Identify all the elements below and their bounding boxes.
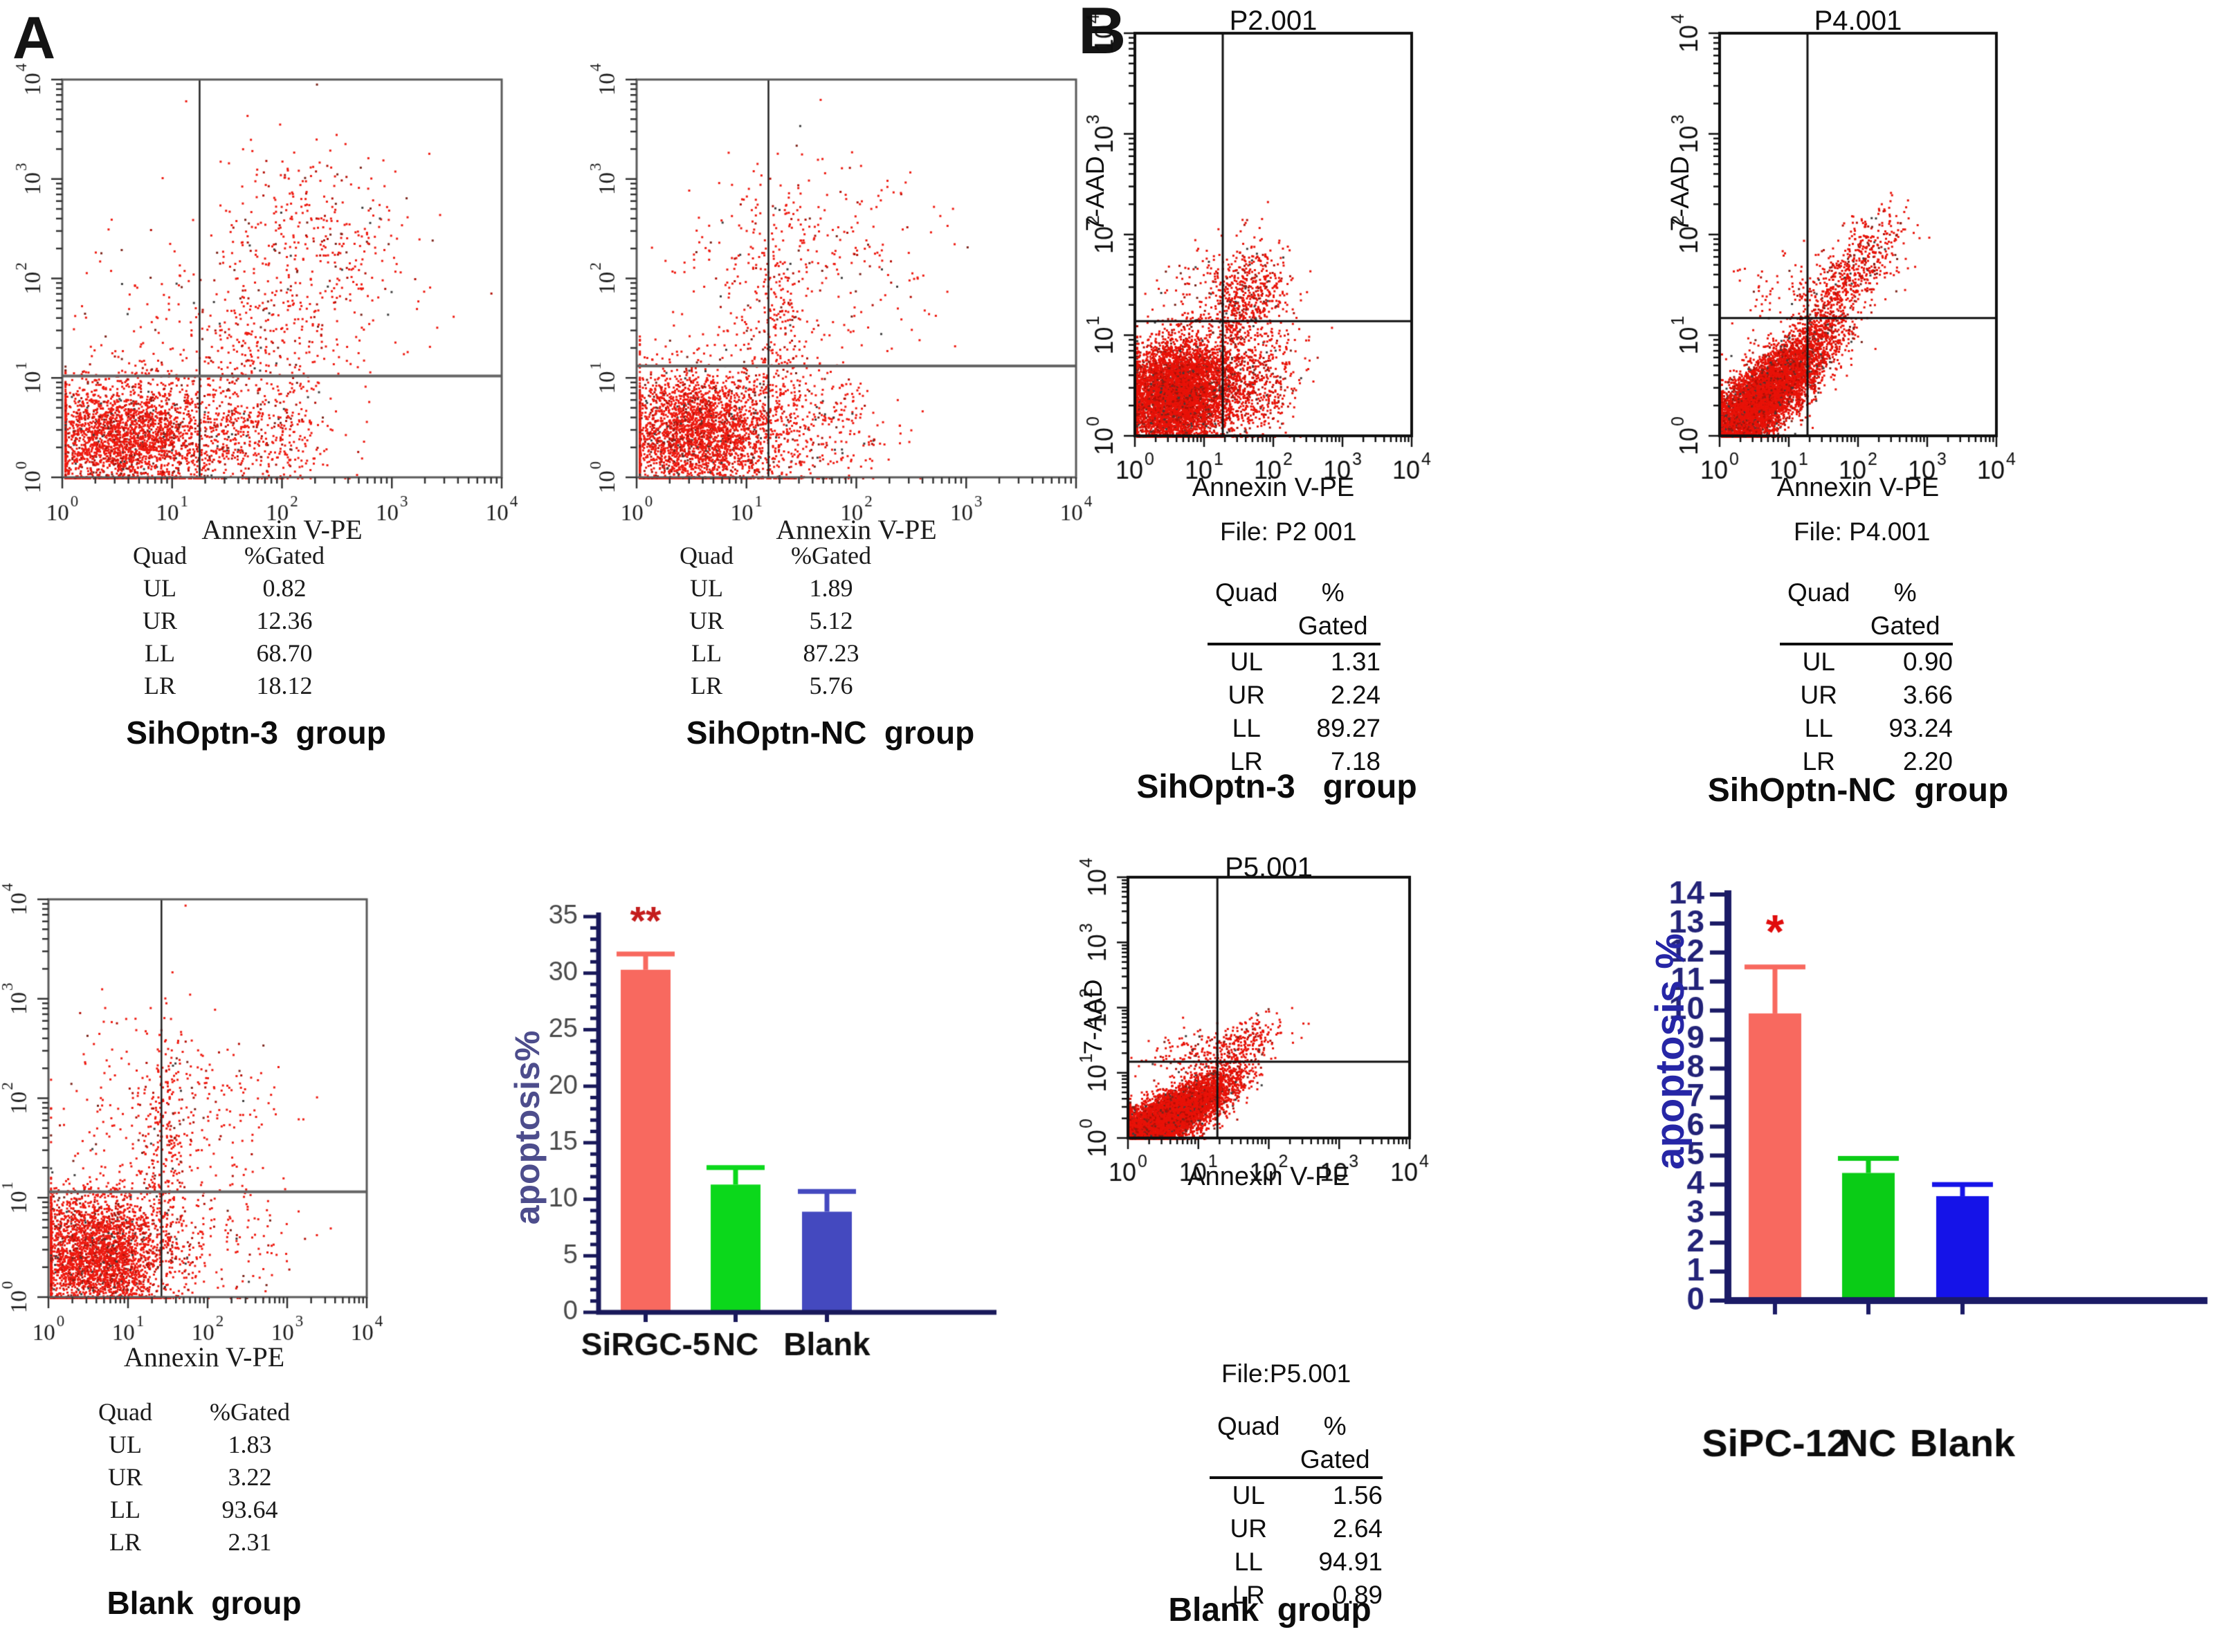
apoptosis-bar-chart-b [1612, 858, 2213, 1487]
quad-value: 0.90 [1902, 648, 1953, 676]
quad-value: 68.70 [256, 639, 313, 667]
quad-value: 7.18 [1330, 747, 1381, 775]
quad-table-b1: Quad % Gated UL 1.31 UR 2.24 LL 89.27 LR 7.1… [1208, 576, 1381, 778]
quad-name: LR [143, 672, 176, 699]
quad-value: 5.12 [809, 607, 853, 634]
x-axis-label: Annexin V-PE [1187, 1162, 1350, 1191]
quad-value: 1.56 [1332, 1481, 1383, 1509]
gated-col-header: % Gated [1870, 578, 1940, 640]
quad-col-header: Quad [680, 542, 734, 569]
quad-name: LR [1802, 747, 1835, 775]
y-axis-label-7aad: 7-AAD [1079, 979, 1107, 1055]
quad-name: LL [691, 639, 722, 667]
quad-name: UR [1230, 1514, 1267, 1543]
quad-value: 93.64 [221, 1496, 278, 1523]
quad-value: 1.31 [1330, 648, 1381, 676]
group-title-blank-b: Blank group [1168, 1592, 1372, 1628]
quad-col-header: Quad [1217, 1412, 1280, 1440]
quad-value: 1.89 [809, 574, 853, 602]
quad-value: 2.31 [228, 1528, 272, 1556]
y-axis-label-apoptosis: apoptosis% [508, 1030, 547, 1225]
gated-col-header: % Gated [1300, 1412, 1370, 1474]
gated-col-header: %Gated [210, 1398, 290, 1426]
apoptosis-bar-chart-a [477, 885, 1031, 1397]
quad-name: LR [109, 1528, 141, 1556]
y-axis-label-7aad: 7-AAD [1081, 156, 1109, 232]
quad-col-header: Quad [1214, 578, 1278, 607]
quad-name: LL [145, 639, 175, 667]
quad-name: UL [143, 574, 176, 602]
quad-name: LR [1232, 1581, 1265, 1609]
quad-table-a2: Quad %Gated UL 1.89 UR 5.12 LL 87.23 LR 5.76 [650, 540, 900, 702]
file-label: File:P5.001 [1221, 1359, 1351, 1388]
gated-col-header: %Gated [791, 542, 871, 569]
quad-name: UR [1228, 681, 1265, 709]
quad-name: UR [689, 607, 724, 634]
file-label: File: P2 001 [1220, 517, 1357, 546]
quad-name: LL [110, 1496, 140, 1523]
quad-value: 0.82 [262, 574, 307, 602]
quad-col-header: Quad [133, 542, 187, 569]
quad-table-a3: Quad %Gated UL 1.83 UR 3.22 LL 93.64 LR 2.31 [69, 1396, 318, 1559]
quad-value: 2.24 [1330, 681, 1381, 709]
quad-name: UL [1232, 1481, 1265, 1509]
group-title-sihoptn3-b: SihOptn-3 group [1136, 769, 1417, 805]
flow-scatter-a-sihoptn-nc [574, 42, 1107, 540]
quad-value: 2.64 [1332, 1514, 1383, 1543]
quad-value: 93.24 [1888, 714, 1953, 742]
x-axis-label: Annexin V-PE [1192, 473, 1355, 502]
plot-title: P5.001 [1225, 852, 1313, 883]
flow-scatter-b-sihoptn3 [1076, 0, 1464, 526]
group-title-sihoptn3: SihOptn-3 group [126, 715, 386, 751]
x-axis-label: Annexin V-PE [201, 514, 363, 545]
quad-col-header: Quad [98, 1398, 152, 1426]
quad-name: UR [1800, 681, 1837, 709]
x-axis-label: Annexin V-PE [776, 514, 937, 545]
quad-value: 18.12 [256, 672, 313, 699]
x-axis-label: Annexin V-PE [123, 1341, 285, 1373]
quad-value: 5.76 [809, 672, 853, 699]
gated-col-header: % Gated [1297, 578, 1368, 640]
quad-value: 94.91 [1318, 1548, 1383, 1576]
quad-table-b3: Quad % Gated UL 1.56 UR 2.64 LL 94.91 LR 0.8… [1210, 1410, 1383, 1612]
quad-value: 87.23 [803, 639, 859, 667]
group-title-sihoptn-nc-b: SihOptn-NC group [1707, 772, 2009, 809]
flow-scatter-b-blank [1069, 844, 1464, 1193]
quad-name: UL [109, 1431, 142, 1458]
quad-name: LR [690, 672, 722, 699]
quad-name: UR [142, 607, 177, 634]
quad-name: LL [1234, 1548, 1263, 1576]
quad-value: 89.27 [1316, 714, 1381, 742]
quad-col-header: Quad [1787, 578, 1850, 607]
y-axis-label-7aad: 7-AAD [1666, 156, 1694, 232]
quad-name: LL [1232, 714, 1261, 742]
file-label: File: P4.001 [1794, 517, 1931, 546]
quad-value: 2.20 [1902, 747, 1953, 775]
quad-value: 1.83 [228, 1431, 272, 1458]
quad-table-b2: Quad % Gated UL 0.90 UR 3.66 LL 93.24 LR 2.2… [1780, 576, 1953, 778]
quad-value: 3.66 [1902, 681, 1953, 709]
quad-name: LL [1804, 714, 1833, 742]
flow-scatter-a-sihoptn3 [0, 42, 533, 540]
x-axis-label: Annexin V-PE [1776, 473, 1940, 502]
quad-name: UL [690, 574, 723, 602]
plot-title: P4.001 [1814, 6, 1902, 36]
gated-col-header: %Gated [244, 542, 325, 569]
quad-name: LR [1230, 747, 1263, 775]
quad-table-a1: Quad %Gated UL 0.82 UR 12.36 LL 68.70 LR 18.… [104, 540, 353, 702]
flow-scatter-a-blank [0, 861, 401, 1356]
quad-value: 3.22 [228, 1463, 272, 1491]
group-title-sihoptn-nc: SihOptn-NC group [686, 715, 975, 751]
quad-name: UL [1802, 648, 1835, 676]
flow-scatter-b-sihoptn-nc [1661, 0, 2048, 526]
plot-title: P2.001 [1229, 6, 1318, 36]
quad-name: UL [1230, 648, 1263, 676]
quad-name: UR [107, 1463, 143, 1491]
quad-value: 0.89 [1332, 1581, 1383, 1609]
y-axis-label-apoptosis: apoptosis % [1648, 933, 1693, 1170]
quad-value: 12.36 [256, 607, 313, 634]
group-title-blank-a: Blank group [107, 1585, 302, 1621]
